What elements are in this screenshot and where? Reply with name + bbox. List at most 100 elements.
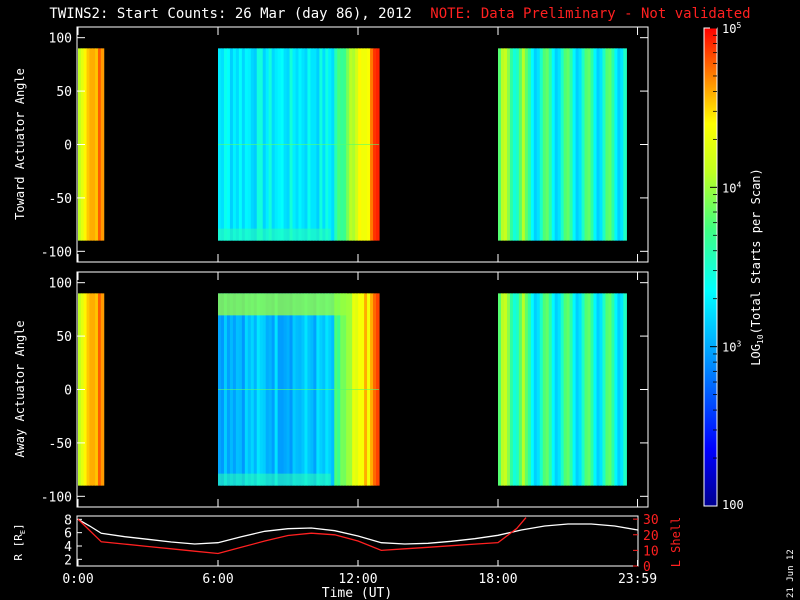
heatmap-column bbox=[599, 293, 604, 486]
heatmap-column bbox=[596, 293, 601, 486]
heatmap-column bbox=[560, 293, 565, 486]
heatmap-column bbox=[596, 48, 601, 241]
ytick-label: 0 bbox=[64, 384, 72, 399]
lshell-tick-label: 30 bbox=[643, 513, 659, 528]
heatmap-column bbox=[95, 293, 99, 486]
heatmap-column bbox=[536, 293, 541, 486]
heatmap-column bbox=[617, 48, 621, 241]
heatmap-column bbox=[515, 293, 520, 486]
away-ylabel: Away Actuator Angle bbox=[13, 320, 27, 457]
lshell-tick-label: 20 bbox=[643, 529, 659, 544]
heatmap-column bbox=[548, 48, 553, 241]
title-text: TWINS2: Start Counts: 26 Mar (day 86), 2… bbox=[49, 6, 412, 22]
ytick-label: -50 bbox=[49, 437, 72, 452]
heatmap-column bbox=[512, 48, 517, 241]
ytick-label: 50 bbox=[56, 85, 72, 100]
heatmap-column bbox=[608, 293, 613, 486]
heatmap-column bbox=[545, 293, 550, 486]
heatmap-column bbox=[572, 293, 577, 486]
heatmap-column bbox=[83, 293, 88, 486]
toward-heatmap bbox=[78, 48, 627, 241]
heatmap-column bbox=[512, 293, 517, 486]
time-tick-label: 18:00 bbox=[478, 572, 517, 587]
heatmap-column bbox=[506, 48, 511, 241]
heatmap-column bbox=[539, 48, 544, 241]
ytick-label: 0 bbox=[64, 139, 72, 154]
heatmap-column bbox=[97, 48, 102, 241]
colorbar-tick-label: 100 bbox=[722, 498, 744, 512]
r-tick-label: 8 bbox=[64, 513, 72, 528]
heatmap-column bbox=[557, 293, 562, 486]
r-series-line bbox=[77, 518, 639, 545]
heatmap-column bbox=[602, 293, 607, 486]
r-tick-label: 6 bbox=[64, 527, 72, 542]
heatmap-column bbox=[575, 293, 580, 486]
heatmap-column bbox=[503, 48, 508, 241]
heatmap-top-band bbox=[218, 293, 347, 316]
heatmap-column bbox=[614, 293, 618, 486]
heatmap-column bbox=[620, 293, 624, 486]
lshell-axis-label: L Shell bbox=[669, 517, 683, 568]
heatmap-column bbox=[524, 48, 529, 241]
heatmap-column bbox=[566, 48, 571, 241]
heatmap-edge-band bbox=[218, 473, 331, 486]
heatmap-column bbox=[557, 48, 562, 241]
heatmap-column bbox=[527, 293, 532, 486]
lshell-tick-label: 0 bbox=[643, 560, 651, 575]
r-tick-label: 4 bbox=[64, 540, 72, 555]
ytick-label: -100 bbox=[41, 490, 72, 505]
heatmap-column bbox=[593, 48, 598, 241]
r-axis-label: R [RE] bbox=[12, 523, 27, 560]
heatmap-column bbox=[500, 48, 505, 241]
heatmap-column bbox=[581, 293, 586, 486]
lshell-tick-label: 10 bbox=[643, 544, 659, 559]
heatmap-column bbox=[95, 48, 99, 241]
heatmap-column bbox=[569, 48, 574, 241]
colorbar bbox=[703, 27, 718, 507]
heatmap-column bbox=[584, 293, 589, 486]
heatmap-column bbox=[605, 48, 610, 241]
heatmap-column bbox=[575, 48, 580, 241]
heatmap-column bbox=[554, 48, 559, 241]
heatmap-column bbox=[581, 48, 586, 241]
heatmap-column bbox=[542, 293, 547, 486]
heatmap-column bbox=[97, 293, 102, 486]
ytick-label: 100 bbox=[49, 277, 72, 292]
away-axis: 100 50 0 -50 -100 bbox=[41, 272, 648, 507]
heatmap-column bbox=[572, 48, 577, 241]
heatmap-column bbox=[509, 293, 514, 486]
heatmap-column bbox=[503, 293, 508, 486]
heatmap-column bbox=[614, 48, 618, 241]
heatmap-column bbox=[533, 48, 538, 241]
heatmap-column bbox=[578, 293, 583, 486]
heatmap-column bbox=[623, 48, 627, 241]
heatmap-column bbox=[566, 293, 571, 486]
heatmap-column bbox=[617, 293, 621, 486]
heatmap-column bbox=[521, 48, 526, 241]
heatmap-column bbox=[92, 48, 96, 241]
heatmap-column bbox=[623, 293, 627, 486]
ytick-label: 100 bbox=[49, 32, 72, 47]
heatmap-column bbox=[560, 48, 565, 241]
time-tick-label: 12:00 bbox=[338, 572, 377, 587]
heatmap-column bbox=[551, 293, 556, 486]
heatmap-column bbox=[593, 293, 598, 486]
heatmap-column bbox=[527, 48, 532, 241]
heatmap-column bbox=[545, 48, 550, 241]
heatmap-column bbox=[587, 293, 592, 486]
heatmap-column bbox=[83, 48, 88, 241]
heatmap-column bbox=[620, 48, 624, 241]
ytick-label: -100 bbox=[41, 245, 72, 260]
away-heatmap bbox=[78, 293, 627, 486]
ytick-label: 50 bbox=[56, 330, 72, 345]
r-tick-label: 2 bbox=[64, 553, 72, 568]
colorbar-ticks: 105 104 103 100 bbox=[710, 21, 744, 512]
heatmap-column bbox=[554, 293, 559, 486]
lshell-series-line bbox=[77, 517, 527, 555]
heatmap-column bbox=[587, 48, 592, 241]
heatmap-column bbox=[539, 293, 544, 486]
ytick-label: -50 bbox=[49, 192, 72, 207]
date-stamp: 21 Jun 12 bbox=[786, 549, 796, 598]
heatmap-column bbox=[498, 48, 502, 241]
heatmap-column bbox=[611, 48, 615, 241]
